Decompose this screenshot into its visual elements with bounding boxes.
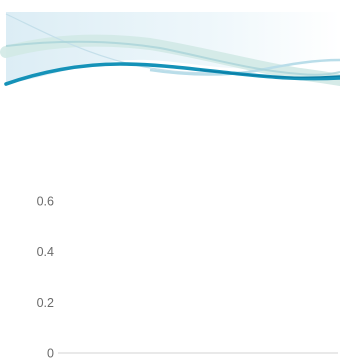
wave-line-teal	[5, 40, 340, 76]
wave-line-light-blue	[149, 58, 340, 76]
wave-line-primary-edge	[199, 69, 340, 79]
wave-banner	[0, 12, 340, 86]
y-tick-label: 0	[47, 347, 54, 358]
y-tick-label: 0.6	[37, 195, 54, 209]
chart: 0.6 0.4 0.2 0	[37, 195, 338, 358]
y-tick-label: 0.2	[37, 296, 54, 310]
y-axis-ticks: 0.6 0.4 0.2 0	[37, 195, 54, 358]
wave-line-primary	[4, 62, 340, 86]
y-tick-label: 0.4	[37, 245, 54, 259]
